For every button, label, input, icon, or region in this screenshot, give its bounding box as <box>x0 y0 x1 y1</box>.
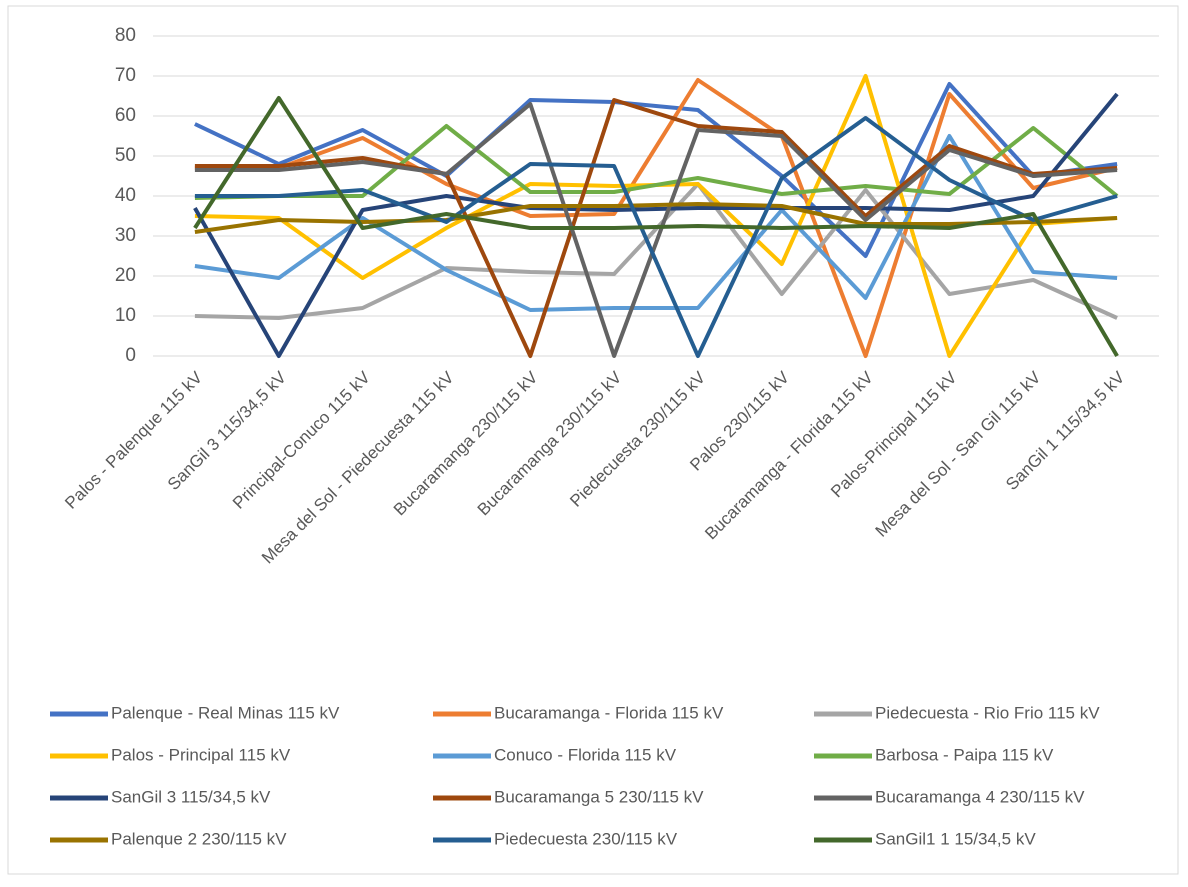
series-line <box>193 96 1119 358</box>
y-tick-label: 50 <box>115 145 136 166</box>
series-line <box>194 102 1118 358</box>
y-tick-label: 30 <box>115 225 136 246</box>
series-line <box>194 78 1118 358</box>
series-line <box>194 134 1118 312</box>
y-tick-label: 70 <box>115 65 136 86</box>
legend-label: Barbosa - Paipa 115 kV <box>875 745 1054 764</box>
y-tick-label: 20 <box>115 265 136 286</box>
legend-label: Piedecuesta 230/115 kV <box>494 829 678 848</box>
series-line <box>194 116 1118 358</box>
y-tick-label: 0 <box>125 345 136 366</box>
y-tick-label: 60 <box>115 105 136 126</box>
legend-label: Bucaramanga 4 230/115 kV <box>875 787 1085 806</box>
legend-label: Piedecuesta - Rio Frio 115 kV <box>875 703 1100 722</box>
legend-label: Palenque - Real Minas 115 kV <box>111 703 340 722</box>
legend-label: Bucaramanga 5 230/115 kV <box>494 787 704 806</box>
series-line <box>194 124 1119 200</box>
legend-label: Palos - Principal 115 kV <box>111 745 291 764</box>
legend-label: Bucaramanga - Florida 115 kV <box>494 703 724 722</box>
series-line <box>194 98 1118 358</box>
legend-label: SanGil1 1 15/34,5 kV <box>875 829 1036 848</box>
y-tick-label: 40 <box>115 185 136 206</box>
legend-label: Palenque 2 230/115 kV <box>111 829 287 848</box>
y-tick-label: 80 <box>115 25 136 46</box>
legend-label: SanGil 3 115/34,5 kV <box>111 787 271 806</box>
y-tick-label: 10 <box>115 305 136 326</box>
chart-frame <box>7 5 1179 875</box>
series-line <box>194 82 1118 258</box>
legend-label: Conuco - Florida 115 kV <box>494 745 677 764</box>
series-line <box>193 92 1119 358</box>
